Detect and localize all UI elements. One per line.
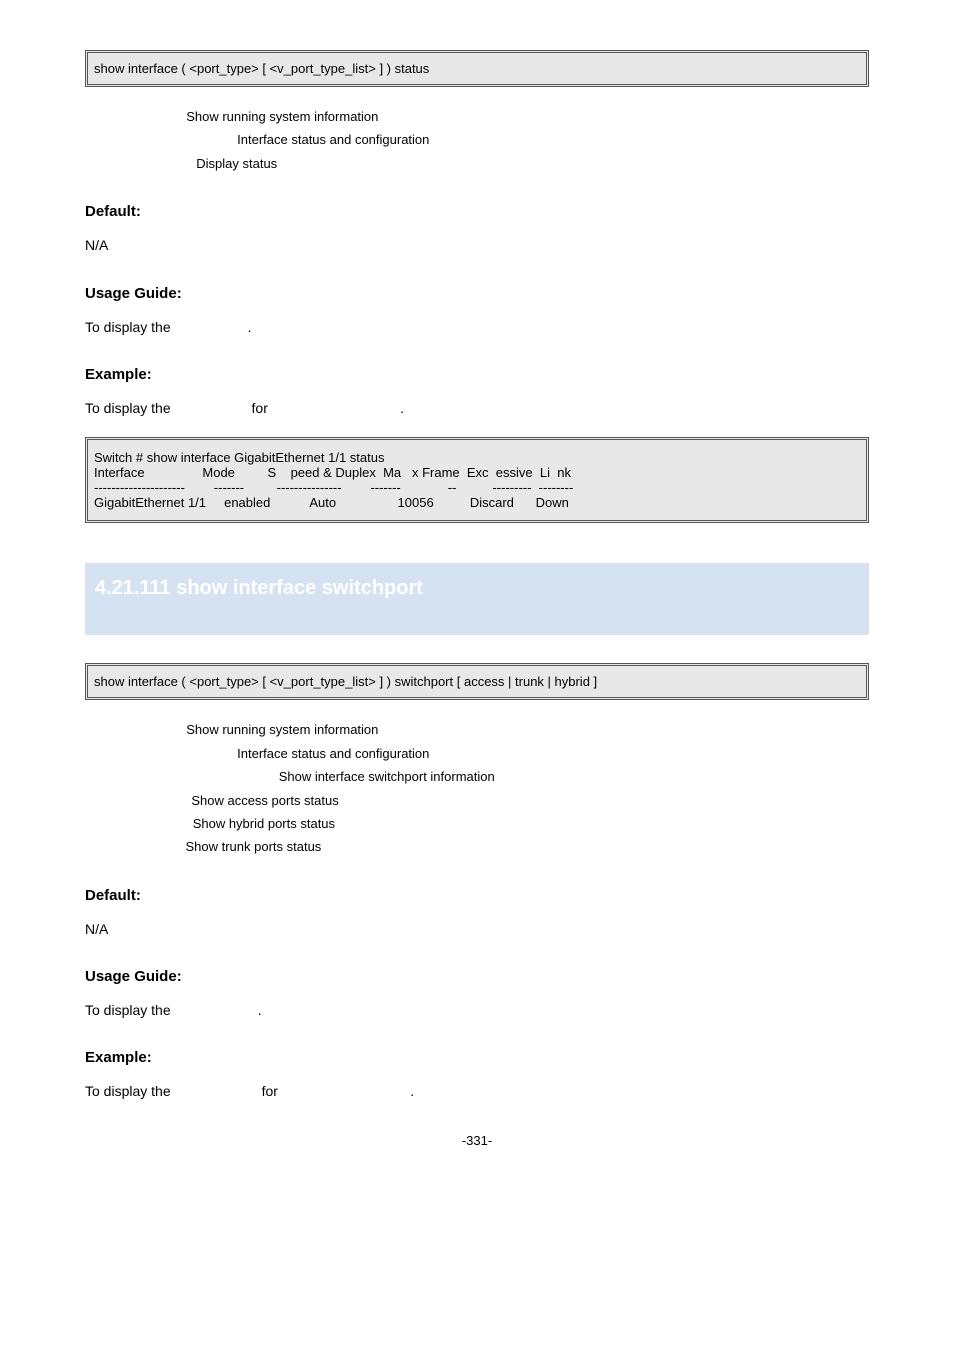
cmdbox2-text: show interface ( <port_type> [ <v_port_t…	[94, 674, 597, 689]
page-number: -331-	[85, 1133, 869, 1148]
banner-title: 4.21.111 show interface switchport	[95, 577, 859, 600]
tree1: show: Show running system information in…	[95, 105, 869, 175]
default-text-1: N/A	[85, 234, 869, 256]
tree1-i1: interface: Interface status and configur…	[95, 128, 869, 151]
example-title-2: Example:	[85, 1049, 869, 1066]
out-l2: Interface Mode S peed & Duplex Ma x Fram…	[94, 465, 571, 480]
out-l1: Switch # show interface GigabitEthernet …	[94, 450, 385, 465]
tree2-i3: access: Show access ports status	[95, 789, 869, 812]
tree2: show: Show running system information in…	[95, 718, 869, 858]
section-banner: 4.21.111 show interface switchport Comma…	[85, 563, 869, 635]
tree2-i1: interface: Interface status and configur…	[95, 742, 869, 765]
example-title-1: Example:	[85, 366, 869, 383]
cmdbox1-text: show interface ( <port_type> [ <v_port_t…	[94, 61, 429, 76]
command-box-2: show interface ( <port_type> [ <v_port_t…	[85, 663, 869, 700]
banner-sub: Command:	[95, 606, 859, 621]
tree2-i4: hybrid: Show hybrid ports status	[95, 812, 869, 835]
tree1-i2: status: Display status	[95, 152, 869, 175]
out-l4: GigabitEthernet 1/1 enabled Auto 10056 D…	[94, 495, 569, 510]
default-text-2: N/A	[85, 918, 869, 940]
usage-title-1: Usage Guide:	[85, 285, 869, 302]
usage-title-2: Usage Guide:	[85, 968, 869, 985]
tree1-i0: show: Show running system information	[95, 105, 869, 128]
tree2-i0: show: Show running system information	[95, 718, 869, 741]
default-title-2: Default:	[85, 887, 869, 904]
usage-text-1: To display the Port status.	[85, 316, 869, 338]
example-text-1: To display the Port status for GigabitEt…	[85, 397, 869, 419]
usage-text-2: To display the VLAN status.	[85, 999, 869, 1021]
command-box-1: show interface ( <port_type> [ <v_port_t…	[85, 50, 869, 87]
out-l3: --------------------- ------- ----------…	[94, 480, 573, 495]
tree2-i5: trunk: Show trunk ports status	[95, 835, 869, 858]
tree2-i2: switchport: Show interface switchport in…	[95, 765, 869, 788]
example-text-2: To display the VLAN status for GigabitEt…	[85, 1080, 869, 1102]
default-title-1: Default:	[85, 203, 869, 220]
output-box: Switch # show interface GigabitEthernet …	[85, 437, 869, 523]
